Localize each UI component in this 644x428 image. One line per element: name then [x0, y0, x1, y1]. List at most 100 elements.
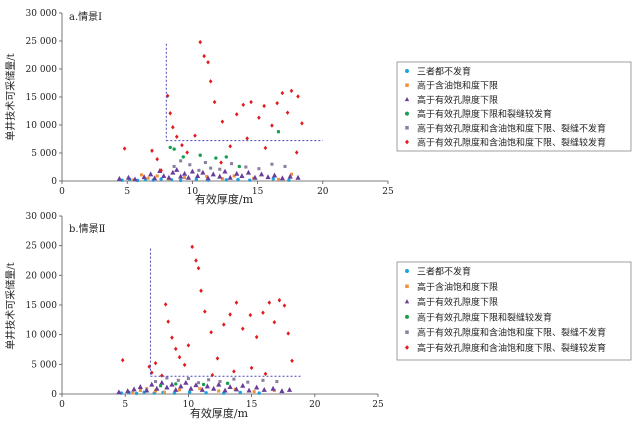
data-point	[217, 389, 221, 393]
data-point	[137, 384, 143, 389]
data-point	[230, 162, 234, 166]
data-point	[150, 148, 154, 153]
data-point	[188, 385, 194, 391]
data-point	[204, 383, 210, 389]
data-point	[159, 379, 165, 385]
data-point	[203, 309, 207, 314]
data-point	[168, 145, 172, 150]
x-tick-label: 20	[317, 187, 329, 197]
data-point	[227, 174, 233, 180]
data-point	[294, 150, 299, 155]
data-point	[172, 147, 176, 151]
data-point	[176, 378, 180, 382]
data-point	[193, 382, 199, 388]
x-tick-label: 5	[122, 400, 128, 410]
data-point	[272, 320, 277, 325]
data-point	[244, 165, 248, 169]
data-point	[222, 168, 228, 174]
data-point	[261, 378, 265, 382]
data-point	[220, 119, 225, 124]
data-point	[172, 391, 177, 395]
data-point	[248, 312, 253, 318]
x-tick-label: 5	[124, 187, 130, 197]
data-point	[182, 362, 187, 368]
data-point	[220, 177, 224, 181]
data-point	[144, 387, 150, 393]
legend-label: 高于有效孔隙度和含油饱和度下限、裂缝不发育	[417, 327, 606, 339]
legend-marker	[405, 314, 409, 319]
x-tick-label: 0	[59, 187, 65, 197]
legend-label: 高于含油饱和度下限	[417, 80, 498, 92]
legend-a	[396, 61, 632, 152]
data-point	[216, 381, 222, 387]
data-point	[239, 173, 245, 179]
data-point	[158, 383, 163, 388]
data-point	[232, 377, 236, 381]
data-point	[170, 169, 176, 175]
data-point	[218, 380, 222, 384]
data-point	[234, 170, 240, 176]
x-tick-label: 10	[183, 400, 195, 410]
data-point	[218, 167, 222, 171]
data-point	[240, 326, 245, 331]
data-point	[198, 39, 203, 45]
data-point	[279, 388, 285, 394]
data-point	[290, 358, 294, 363]
legend-label: 三者都不发育	[417, 66, 471, 78]
data-point	[186, 377, 190, 381]
data-point	[261, 310, 265, 315]
data-point	[271, 177, 275, 181]
legend-marker	[405, 345, 409, 350]
data-point	[265, 174, 271, 180]
data-point	[249, 365, 254, 371]
data-point	[257, 167, 261, 171]
data-point	[207, 378, 211, 382]
data-point	[289, 88, 294, 94]
data-point	[275, 380, 279, 384]
data-point	[246, 380, 250, 384]
data-point	[210, 171, 216, 177]
data-point	[146, 176, 150, 180]
data-point	[199, 386, 205, 392]
chart-title-b: b.情景Ⅱ	[69, 222, 106, 235]
data-point	[234, 300, 239, 305]
data-point	[286, 331, 291, 336]
data-point	[178, 388, 182, 392]
data-point	[252, 390, 256, 394]
y-tick-label: 20 000	[26, 271, 58, 281]
data-point	[211, 385, 217, 391]
x-tick-label: 25	[372, 400, 384, 410]
y-tick-label: 25 000	[26, 37, 58, 47]
y-tick-label: 10 000	[26, 331, 58, 341]
data-point	[168, 111, 173, 116]
data-point	[178, 383, 184, 389]
data-point	[132, 176, 138, 182]
data-point	[154, 389, 158, 393]
data-point	[205, 175, 211, 181]
x-tick-label: 10	[187, 187, 199, 197]
y-tick-label: 10 000	[26, 121, 58, 131]
data-point	[185, 174, 192, 180]
legend-marker	[405, 126, 409, 130]
x-tick-label: 20	[309, 400, 321, 410]
y-tick-label: 20 000	[26, 65, 58, 75]
panel-b: 三者都不发育高于含油饱和度下限高于有效孔隙度下限高于有效孔隙度下限和裂缝较发育高…	[4, 212, 632, 420]
legend-label: 高于有效孔隙度和含油饱和度下限、裂缝较发育	[417, 342, 606, 354]
legend-label: 高于有效孔隙度下限	[417, 94, 498, 106]
data-point	[261, 386, 267, 392]
data-point	[262, 103, 266, 109]
x-axis-label-b: 有效厚度/m	[190, 406, 249, 420]
data-point	[166, 319, 170, 324]
data-point	[283, 164, 287, 168]
data-point	[210, 372, 215, 378]
y-tick-label: 25 000	[26, 242, 58, 252]
data-point	[196, 266, 201, 271]
legend-label: 高于含油饱和度下限	[417, 281, 498, 293]
data-point	[151, 175, 158, 181]
data-point	[120, 357, 125, 363]
data-point	[195, 173, 201, 179]
data-point	[257, 391, 261, 395]
data-point	[160, 373, 164, 378]
data-point	[189, 168, 195, 174]
data-point	[204, 391, 208, 395]
